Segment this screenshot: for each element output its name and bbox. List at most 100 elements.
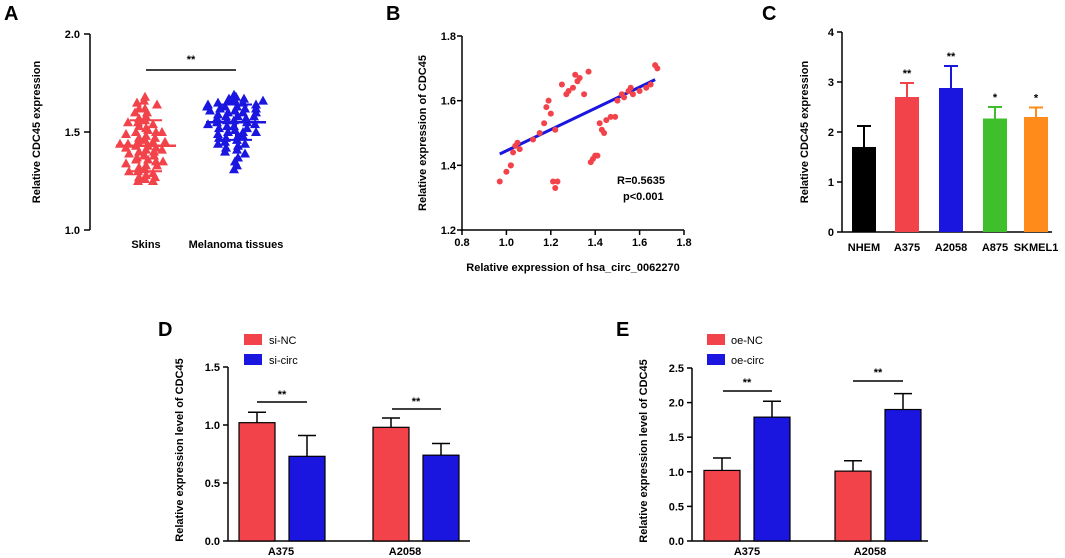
panel-a-point: [150, 132, 160, 142]
panel-b-p-value: p<0.001: [623, 191, 664, 203]
panel-d-bar-chart: 1.5 1.0 0.5 0.0 Relative expression leve…: [174, 334, 470, 558]
panel-a-point: [148, 119, 158, 129]
panel-b-point: [543, 104, 550, 111]
panel-c-ytick-label: 4: [828, 27, 835, 39]
panel-b-xtick-label: 1.6: [632, 237, 647, 249]
panel-b-point: [516, 146, 523, 153]
panel-e-ytick-label: 0.5: [669, 501, 684, 513]
panel-b-point: [647, 81, 654, 88]
panel-c-ytick-label: 3: [828, 77, 834, 89]
panel-d-ticks: [223, 366, 228, 542]
panel-e-ytick-label: 2.5: [669, 363, 684, 375]
panel-d-legend-swatch-si-nc: [244, 334, 262, 345]
panel-c-ylabel: Relative CDC45 expression: [799, 60, 811, 203]
panel-a-point: [134, 146, 144, 156]
panel-a-point: [223, 95, 233, 105]
panel-a-point: [121, 128, 131, 138]
panel-e-legend-swatch-oe-nc: [707, 334, 725, 345]
panel-label-d: D: [158, 319, 172, 341]
panel-a-point: [157, 127, 167, 136]
panel-d-legend-swatch-si-circ: [244, 354, 262, 365]
panel-b-point: [570, 84, 576, 91]
panel-b-point: [627, 84, 634, 91]
panel-c-bar: [983, 118, 1007, 232]
panel-a-point: [238, 130, 248, 140]
panel-c-bar: [939, 88, 963, 232]
panel-a-point: [152, 99, 162, 109]
panel-d-bar: [288, 455, 326, 542]
panel-b-point: [503, 168, 510, 175]
panel-b-points: [496, 62, 661, 191]
panel-b-xtick-label: 0.8: [454, 237, 469, 249]
panel-b-ytick-label: 1.6: [441, 96, 456, 108]
panel-b-point: [514, 139, 521, 146]
panel-b-point: [572, 71, 579, 78]
panel-a-point: [215, 103, 225, 113]
panel-b-point: [614, 97, 621, 104]
panel-e-bar: [884, 408, 922, 542]
panel-c-bars: ***** *: [852, 51, 1048, 232]
panel-b-point: [552, 126, 559, 133]
panel-b-point: [612, 113, 619, 120]
panel-b-xtick-label: 1.0: [499, 237, 514, 249]
panel-b-point: [643, 84, 650, 91]
panel-b-point: [530, 136, 537, 143]
panel-a-point: [249, 111, 259, 121]
panel-c-ytick-label: 0: [828, 227, 834, 239]
panel-a-point: [229, 164, 239, 174]
panel-b-ytick-label: 1.8: [441, 31, 456, 43]
panel-c-significance-label: **: [947, 51, 956, 63]
panel-b-point: [547, 110, 554, 117]
panel-b-point: [601, 130, 608, 136]
panel-a-ytick-label: 1.0: [65, 225, 80, 237]
panel-a-ylabel: Relative CDC45 expression: [31, 60, 43, 203]
panel-c-xtick-label: SKMEL1: [1014, 242, 1059, 254]
panel-a-point: [203, 119, 213, 129]
panel-b-point: [558, 81, 565, 88]
panel-c-bar: [895, 97, 919, 232]
panel-a-point: [160, 136, 170, 146]
panel-c-significance-label: *: [993, 92, 998, 104]
panel-b-r-value: R=0.5635: [617, 175, 665, 187]
panel-a-point: [232, 144, 242, 154]
panel-b-point: [550, 178, 557, 185]
panel-e-bar-chart: 2.5 2.0 1.5 1.0 0.5 0.0 Relative express…: [638, 334, 928, 558]
panel-e-ytick-label: 2.0: [669, 398, 684, 410]
panel-a-point: [220, 136, 230, 146]
panel-label-b: B: [386, 3, 400, 25]
panel-d-xtick-label: A375: [268, 546, 294, 558]
panel-c-ytick-label: 2: [828, 127, 834, 139]
panel-b-point: [594, 152, 601, 159]
panel-e-legend-swatch-oe-circ: [707, 354, 725, 365]
panel-a-ytick-label: 1.5: [65, 127, 80, 139]
panel-a-point: [240, 148, 250, 158]
panel-a-point: [239, 93, 249, 103]
panel-b-xlabel: Relative expression of hsa_circ_0062270: [466, 262, 679, 274]
panel-a-point: [132, 97, 142, 107]
panel-b-xtick-label: 1.4: [588, 237, 604, 249]
panel-d-ytick-label: 1.5: [205, 362, 220, 374]
panel-a-point: [134, 103, 144, 113]
panel-a-point: [121, 142, 131, 152]
panel-e-xtick-label: A375: [734, 546, 760, 558]
panel-e-legend-label: oe-circ: [731, 355, 765, 367]
panel-label-e: E: [616, 319, 629, 341]
panel-c-xtick-label: A2058: [935, 242, 967, 254]
panel-a-point: [157, 144, 167, 154]
panel-a-point: [121, 158, 131, 168]
panel-e-ytick-label: 0.0: [669, 536, 684, 548]
panel-a-point: [140, 91, 150, 101]
panel-e-bar: [753, 416, 791, 542]
panel-a-point: [205, 105, 215, 115]
panel-a-point: [230, 95, 240, 105]
panel-b-point: [536, 130, 543, 136]
panel-b-point: [576, 75, 583, 82]
panel-e-ytick-label: 1.5: [669, 432, 684, 444]
panel-a-point: [152, 160, 162, 170]
panel-b-point: [541, 120, 548, 127]
panel-b-xtick-label: 1.8: [676, 237, 691, 249]
panel-c-xtick-label: NHEM: [848, 242, 880, 254]
panel-d-bar: [238, 422, 276, 542]
panel-c-significance-label: **: [903, 68, 912, 80]
panel-e-significance-label: **: [874, 367, 883, 379]
